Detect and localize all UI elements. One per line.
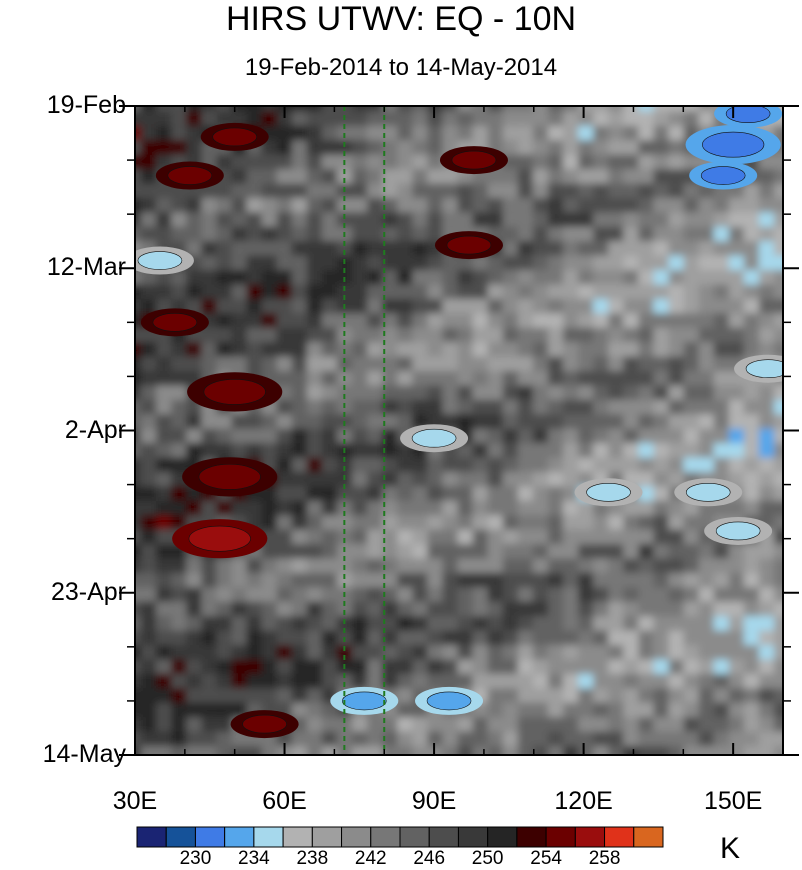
- feature-core: [715, 521, 761, 541]
- colorbar-swatch: [341, 826, 372, 848]
- y-tick-label: 19-Feb: [46, 91, 126, 119]
- colorbar-swatch: [370, 826, 401, 848]
- feature-core: [167, 166, 213, 185]
- colorbar-swatch: [282, 826, 313, 848]
- feature-core: [212, 127, 257, 147]
- feature-core: [700, 166, 746, 185]
- colorbar-swatch: [194, 826, 226, 848]
- colorbar-swatch: [165, 826, 196, 848]
- y-tick-label: 14-May: [42, 740, 126, 768]
- colorbar-swatch: [311, 826, 343, 848]
- colorbar-swatch: [633, 826, 664, 848]
- colorbar-label: 238: [296, 848, 329, 869]
- x-tick-label: 30E: [112, 787, 158, 815]
- colorbar-label: 258: [588, 848, 621, 869]
- x-tick-label: 120E: [554, 787, 613, 815]
- colorbar-swatch: [253, 826, 284, 848]
- feature-core: [341, 691, 387, 711]
- colorbar-swatch: [224, 826, 255, 848]
- colorbar-swatch: [399, 826, 430, 848]
- axis-ticks: [119, 105, 799, 756]
- feature-core: [745, 359, 783, 378]
- feature-core: [411, 428, 457, 448]
- feature-core: [242, 714, 287, 734]
- feature-core: [451, 150, 497, 170]
- colorbar-label: 230: [179, 848, 212, 869]
- feature-core: [426, 691, 472, 711]
- colorbar-label: 254: [530, 848, 562, 869]
- feature-core: [446, 235, 492, 255]
- colorbar-swatch: [516, 826, 547, 848]
- colorbar-label: 246: [413, 848, 446, 869]
- chart-subtitle: 19-Feb-2014 to 14-May-2014: [244, 54, 558, 81]
- feature-core: [685, 483, 731, 502]
- colorbar-swatch: [545, 826, 576, 848]
- colorbar-swatch: [428, 826, 459, 848]
- colorbar-label: 234: [238, 848, 270, 869]
- y-tick-label: 12-Mar: [46, 253, 126, 282]
- colorbar-swatch: [487, 826, 518, 848]
- colorbar-label: 242: [354, 848, 387, 869]
- colorbar-unit: K: [720, 832, 741, 865]
- colorbar-swatch: [574, 826, 606, 848]
- feature-core: [725, 106, 771, 124]
- feature-core: [152, 313, 198, 332]
- x-tick-label: 60E: [262, 787, 307, 815]
- feature-core: [203, 378, 266, 405]
- feature-core: [586, 483, 631, 502]
- chart-title: HIRS UTWV: EQ - 10N: [225, 0, 577, 38]
- colorbar-swatch: [604, 826, 635, 848]
- feature-core: [702, 131, 765, 158]
- y-tick-label: 2-Apr: [64, 415, 126, 444]
- feature-core: [188, 525, 251, 552]
- x-tick-label: 150E: [703, 787, 763, 815]
- y-tick-label: 23-Apr: [50, 577, 126, 606]
- colorbar-swatch: [457, 826, 489, 848]
- colorbar-label: 250: [471, 848, 504, 869]
- colorbar: [136, 826, 664, 848]
- x-tick-label: 90E: [411, 787, 457, 815]
- feature-core: [137, 251, 183, 270]
- reference-lines: [343, 106, 386, 755]
- heatmap-field: [135, 106, 783, 755]
- colorbar-swatch: [136, 826, 167, 848]
- feature-core: [198, 463, 261, 490]
